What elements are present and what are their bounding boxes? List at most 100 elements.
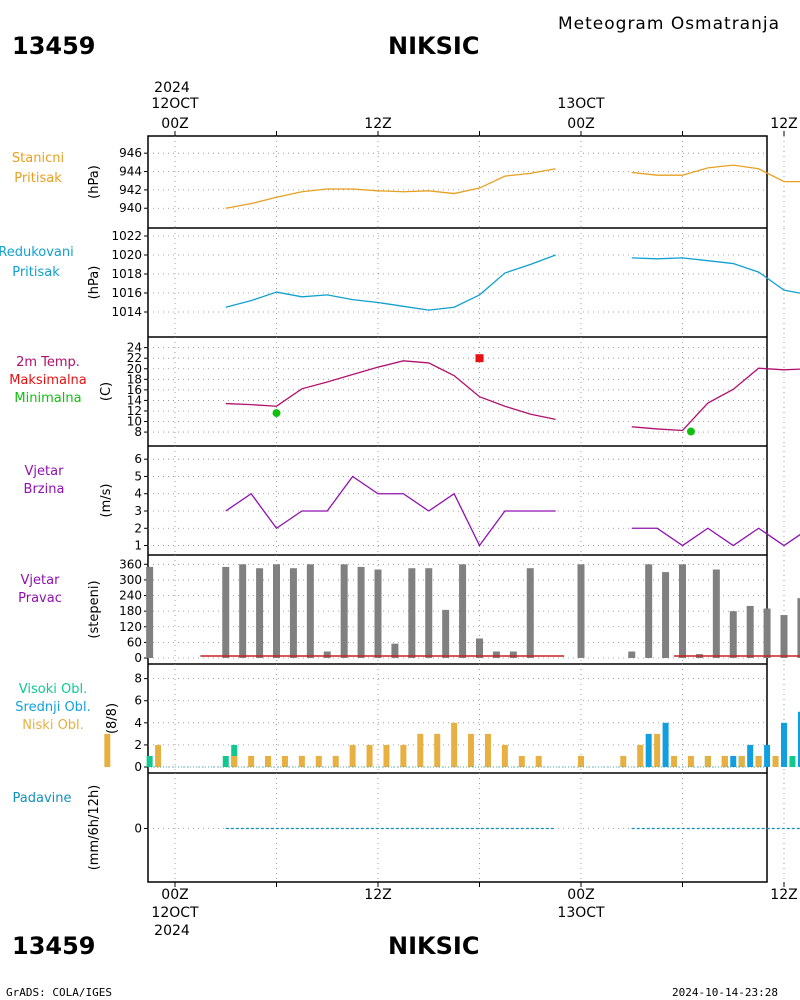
wind-direction-bar — [509, 651, 517, 658]
panel-label: Niski Obl. — [22, 718, 84, 733]
top-year-label: 2024 — [154, 80, 190, 96]
wind-direction-bar — [323, 651, 331, 658]
y-tick-label: 0 — [134, 651, 142, 665]
wind-direction-bar — [763, 608, 771, 658]
top-day-label: 12OCT — [151, 96, 199, 112]
cloud-bar-low — [417, 733, 424, 767]
panel-label: Padavine — [13, 791, 72, 806]
y-tick-label: 4 — [134, 716, 142, 730]
cloud-bar-low — [654, 733, 661, 767]
cloud-bar-low — [518, 755, 525, 767]
station-name: NIKSIC — [388, 32, 480, 60]
wind-direction-bar — [289, 568, 297, 658]
cloud-bar-mid — [730, 755, 737, 767]
cloud-bar-low — [721, 755, 728, 767]
unit-label: (C) — [99, 382, 114, 401]
wind-direction-bar — [408, 568, 416, 658]
top-hour-label: 00Z — [567, 116, 594, 132]
wind-direction-bar — [628, 651, 636, 658]
wind-direction-bar — [712, 569, 720, 658]
panel-label: Vjetar — [21, 573, 61, 588]
cloud-bar-low — [687, 755, 694, 767]
tmin-marker — [272, 409, 281, 418]
cloud-bar-low — [501, 744, 508, 767]
wind-direction-bar — [662, 572, 670, 658]
bottom-day-label: 12OCT — [151, 905, 199, 921]
y-tick-label: 0 — [134, 822, 142, 836]
wind-direction-bar — [374, 569, 382, 658]
wind-direction-bar — [391, 643, 399, 658]
wind-direction-bar — [780, 615, 788, 658]
cloud-bar-low — [755, 755, 762, 767]
cloud-bar-low — [704, 755, 711, 767]
cloud-bar-low — [535, 755, 542, 767]
cloud-bar-low — [451, 722, 458, 767]
wind-direction-bar — [239, 564, 247, 658]
y-tick-label: 8 — [134, 425, 142, 439]
panel-label: Redukovani — [0, 245, 74, 260]
cloud-bar-low — [349, 744, 356, 767]
cloud-bar-mid — [662, 722, 669, 767]
credit-text: GrADS: COLA/IGES — [6, 986, 112, 999]
y-tick-label: 6 — [134, 452, 142, 466]
y-tick-label: 300 — [119, 573, 142, 587]
y-tick-label: 22 — [127, 351, 142, 365]
wind-direction-bar — [746, 605, 754, 658]
cloud-bar-high — [222, 755, 229, 767]
wind-direction-bar — [357, 566, 365, 658]
footer-station-name: NIKSIC — [388, 932, 480, 960]
top-hour-label: 12Z — [770, 116, 797, 132]
cloud-bar-mid — [781, 722, 787, 767]
panel-label: Pritisak — [14, 171, 62, 186]
cloud-bar-high — [789, 755, 796, 767]
bottom-year-label: 2024 — [154, 923, 190, 939]
cloud-bar-low — [671, 755, 678, 767]
y-tick-label: 16 — [127, 383, 142, 397]
unit-label: (mm/6h/12h) — [87, 785, 102, 871]
station_pressure-line — [225, 168, 556, 209]
y-tick-label: 120 — [119, 620, 142, 634]
cloud-bar-mid — [764, 744, 771, 767]
station_pressure-line — [631, 164, 800, 183]
y-tick-label: 4 — [134, 487, 142, 501]
cloud-bar-mid — [747, 744, 754, 767]
wind-direction-bar — [273, 564, 280, 658]
panel-label: Stanicni — [12, 151, 64, 166]
wind-direction-bar — [306, 564, 314, 658]
y-tick-label: 942 — [119, 183, 142, 197]
product-title: Meteogram Osmatranja — [558, 14, 781, 34]
y-tick-label: 944 — [119, 165, 142, 179]
cloud-bar-low — [400, 744, 407, 767]
reduced_pressure-line — [225, 254, 556, 311]
y-tick-label: 5 — [134, 469, 142, 483]
unit-label: (8/8) — [105, 703, 120, 734]
station-id: 13459 — [12, 32, 96, 60]
cloud-bar-low — [434, 733, 441, 767]
footer-station-id: 13459 — [12, 932, 96, 960]
y-tick-label: 3 — [134, 504, 142, 518]
y-tick-label: 12 — [127, 404, 142, 418]
unit-label: (m/s) — [99, 484, 114, 518]
cloud-bar-low — [265, 755, 272, 767]
wind_speed-line — [225, 475, 556, 547]
timestamp-text: 2024-10-14-23:28 — [672, 986, 778, 999]
bottom-hour-label: 12Z — [770, 887, 797, 903]
top-hour-label: 00Z — [161, 116, 188, 132]
cloud-bar-low — [383, 744, 390, 767]
panel-label: 2m Temp. — [16, 355, 80, 370]
cloud-bar-low — [155, 744, 162, 767]
wind-direction-bar — [492, 651, 500, 658]
wind-direction-bar — [340, 564, 348, 658]
y-tick-label: 1016 — [111, 286, 142, 300]
wind-direction-bar — [476, 638, 483, 658]
temperature_2m-line — [225, 360, 556, 421]
panel-label: Minimalna — [14, 391, 81, 406]
top-hour-label: 12Z — [364, 116, 391, 132]
wind-direction-bar — [459, 564, 467, 658]
cloud-bar-low — [248, 755, 255, 767]
y-tick-label: 1022 — [111, 229, 142, 243]
wind-direction-bar — [645, 564, 653, 658]
wind-direction-bar — [797, 598, 800, 658]
wind-direction-bar — [256, 568, 264, 658]
y-tick-label: 1020 — [111, 248, 142, 262]
